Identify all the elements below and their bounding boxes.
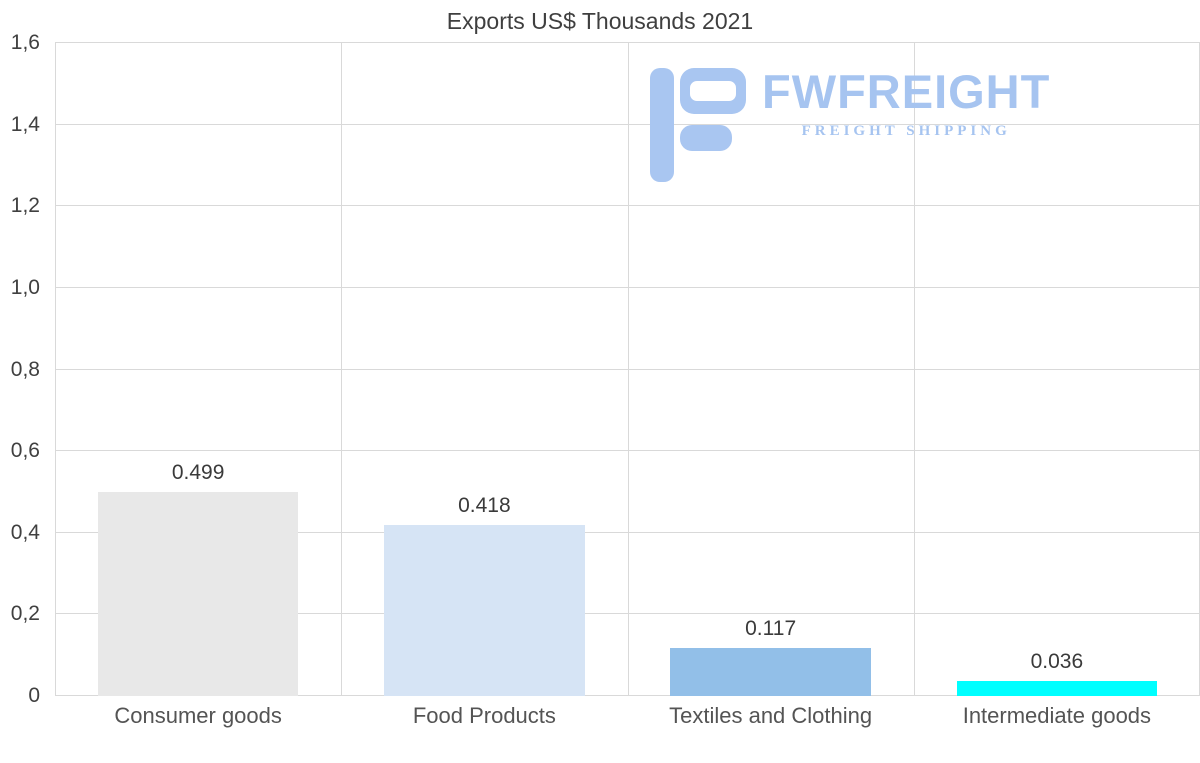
chart-title: Exports US$ Thousands 2021	[446, 8, 754, 34]
bar-value-label: 0.499	[171, 461, 225, 485]
y-tick-label: 0,2	[10, 602, 40, 626]
y-tick-label: 0,8	[10, 357, 40, 381]
bar	[384, 525, 585, 696]
plot-area: 0.499 0.418 0.117 0.036	[55, 42, 1200, 696]
logo-subtitle: FREIGHT SHIPPING	[801, 123, 1011, 139]
y-axis: 0 0,2 0,4 0,6 0,8 1,0 1,2 1,4 1,6	[0, 31, 48, 707]
y-tick-label: 1,0	[10, 275, 40, 299]
bar	[670, 648, 871, 696]
v-gridline	[913, 43, 915, 696]
v-gridline	[341, 43, 343, 696]
y-tick-label: 0,6	[10, 439, 40, 463]
bar-value-label: 0.418	[458, 494, 511, 518]
bar-band: 0.036	[914, 43, 1200, 696]
x-tick-label: Intermediate goods	[962, 703, 1152, 728]
y-tick-label: 0	[28, 684, 40, 707]
bar-value-label: 0.117	[745, 617, 797, 641]
h-gridline	[55, 42, 1200, 43]
bars-layer: 0.499 0.418 0.117 0.036	[55, 43, 1200, 696]
bar	[956, 681, 1158, 696]
x-tick-label: Food Products	[412, 703, 556, 728]
v-gridline	[627, 43, 629, 696]
bar-band: 0.418	[341, 43, 627, 696]
x-tick-label: Consumer goods	[114, 703, 282, 728]
x-axis-labels: Consumer goods Food Products Textiles and …	[55, 703, 1200, 729]
x-tick-label: Textiles and Clothing	[669, 703, 873, 728]
v-gridline	[55, 43, 56, 696]
y-tick-label: 1,4	[10, 112, 40, 136]
bar	[97, 492, 299, 696]
logo: FWFREIGHT FREIGHT SHIPPING	[650, 68, 1050, 182]
logo-icon	[650, 68, 746, 182]
bar-band: 0.499	[55, 43, 341, 696]
bar-value-label: 0.036	[1030, 650, 1084, 674]
y-tick-label: 1,2	[10, 194, 40, 218]
logo-title: FWFREIGHT	[762, 65, 1051, 118]
y-tick-label: 0,4	[10, 520, 40, 544]
bar-band: 0.117	[628, 43, 914, 696]
y-tick-label: 1,6	[10, 31, 40, 54]
logo-text: FWFREIGHT FREIGHT SHIPPING	[762, 68, 1050, 140]
